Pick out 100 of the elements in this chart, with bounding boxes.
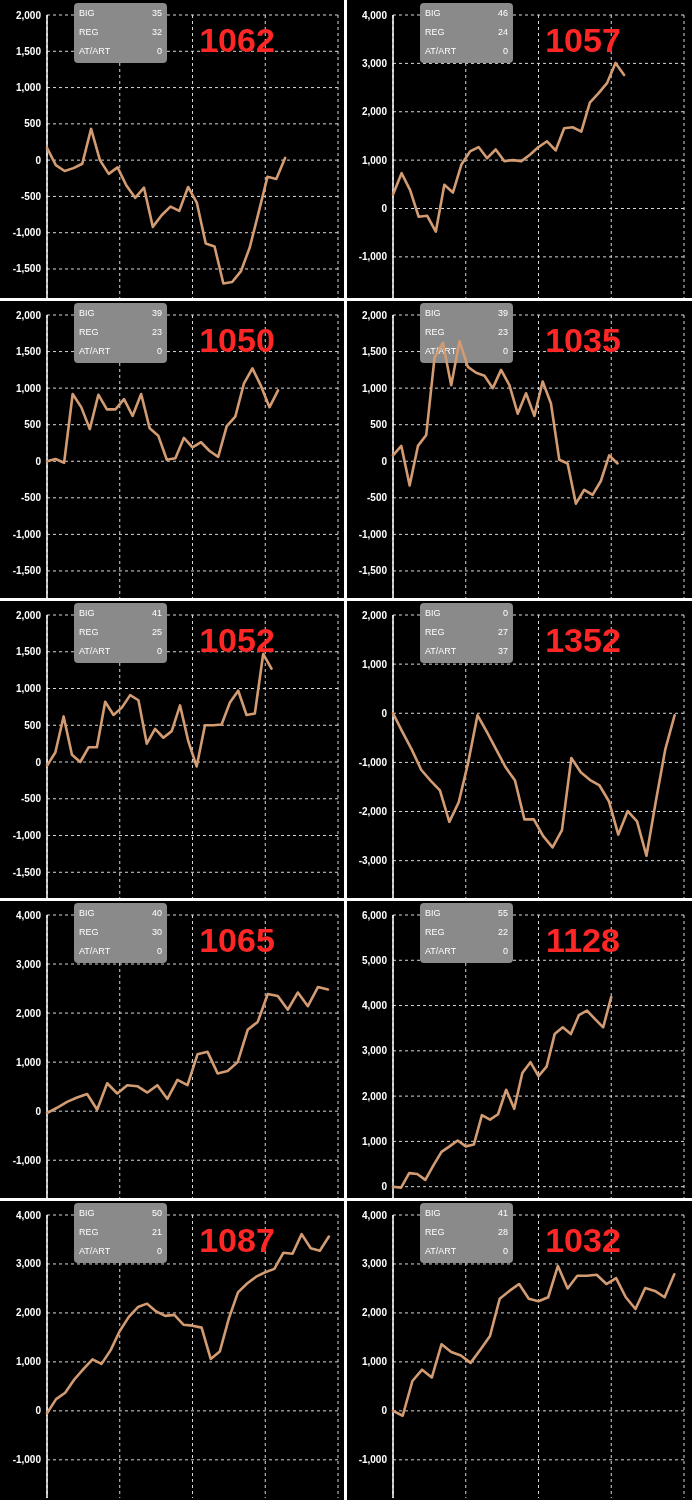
annotation: 23 xyxy=(151,327,162,337)
annotation: 28 xyxy=(497,1227,508,1237)
y-tick-label: 2,000 xyxy=(15,309,42,321)
y-tick-label: 1,500 xyxy=(15,346,42,358)
annotation: REG xyxy=(79,927,99,937)
annotation: 32 xyxy=(151,27,162,37)
annotation: 46 xyxy=(497,8,508,18)
y-tick-label: 2,000 xyxy=(15,1007,42,1019)
chart-title: 1087 xyxy=(199,1221,275,1259)
y-tick-label: 3,000 xyxy=(361,1258,388,1270)
annotation: REG xyxy=(79,327,99,337)
y-tick-label: -1,500 xyxy=(12,263,42,275)
annotation: REG xyxy=(425,627,445,637)
y-tick-label: 2,000 xyxy=(361,1090,388,1102)
line-series xyxy=(45,367,280,465)
annotation: BIG xyxy=(425,908,441,918)
annotation: AT/ART xyxy=(425,1246,457,1256)
y-tick-label: 4,000 xyxy=(361,1209,388,1221)
annotation: 39 xyxy=(497,308,508,318)
y-tick-label: 3,000 xyxy=(361,57,388,69)
y-tick-label: -500 xyxy=(366,492,388,504)
annotation: REG xyxy=(79,627,99,637)
y-tick-label: 2,000 xyxy=(15,609,42,621)
y-tick-label: 0 xyxy=(35,154,42,166)
y-tick-label: -1,000 xyxy=(358,1454,388,1466)
annotation: 22 xyxy=(497,927,508,937)
chart-title: 1035 xyxy=(545,321,621,359)
annotation: AT/ART xyxy=(425,946,457,956)
annotation: BIG xyxy=(79,1208,95,1218)
chart-title: 1352 xyxy=(545,621,621,659)
annotation: BIG xyxy=(79,908,95,918)
annotation: 37 xyxy=(497,646,508,656)
annotation: BIG xyxy=(425,1208,441,1218)
y-tick-label: 4,000 xyxy=(15,909,42,921)
line-series xyxy=(391,1264,676,1418)
annotation: BIG xyxy=(425,308,441,318)
y-tick-label: 1,000 xyxy=(361,382,388,394)
annotation: REG xyxy=(425,27,445,37)
y-tick-label: 1,500 xyxy=(15,646,42,658)
y-tick-label: 0 xyxy=(381,707,388,719)
y-tick-label: 2,000 xyxy=(361,309,388,321)
y-tick-label: 0 xyxy=(381,1405,388,1417)
y-tick-label: 4,000 xyxy=(15,1209,42,1221)
annotation: AT/ART xyxy=(79,1246,111,1256)
y-tick-label: 2,000 xyxy=(15,1307,42,1319)
y-tick-label: 2,000 xyxy=(361,609,388,621)
line-series xyxy=(45,985,330,1115)
line-series xyxy=(45,127,287,285)
y-tick-label: 3,000 xyxy=(15,1258,42,1270)
annotation: 25 xyxy=(151,627,162,637)
y-tick-label: -1,000 xyxy=(12,528,42,540)
annotation: BIG xyxy=(79,8,95,18)
y-tick-label: -1,000 xyxy=(12,830,42,842)
y-tick-label: 3,000 xyxy=(15,958,42,970)
y-tick-label: -1,000 xyxy=(12,227,42,239)
y-tick-label: 4,000 xyxy=(361,9,388,21)
y-tick-label: 0 xyxy=(381,203,388,214)
y-tick-label: 3,000 xyxy=(361,1045,388,1057)
chart-title: 1057 xyxy=(545,21,621,59)
annotation: 0 xyxy=(156,346,162,356)
chart-title: 1065 xyxy=(199,921,275,959)
y-tick-label: -1,500 xyxy=(12,565,42,577)
y-tick-label: 6,000 xyxy=(361,909,388,921)
annotation: REG xyxy=(425,927,445,937)
y-tick-label: 1,500 xyxy=(15,45,42,57)
line-series xyxy=(391,711,676,858)
y-tick-label: 1,000 xyxy=(15,1356,42,1368)
annotation: REG xyxy=(79,27,99,37)
annotation: 0 xyxy=(156,646,162,656)
y-tick-label: -500 xyxy=(20,492,42,504)
chart-title: 1062 xyxy=(199,21,275,59)
y-tick-label: 500 xyxy=(24,419,42,431)
y-tick-label: -1,000 xyxy=(12,1454,42,1466)
line-series xyxy=(391,995,613,1189)
y-tick-label: -1,500 xyxy=(12,866,42,878)
chart-title: 1050 xyxy=(199,321,275,359)
y-tick-label: 500 xyxy=(24,719,42,731)
y-tick-label: -1,000 xyxy=(358,251,388,263)
annotation: 27 xyxy=(497,627,508,637)
annotation: REG xyxy=(79,1227,99,1237)
y-tick-label: 1,000 xyxy=(361,1356,388,1368)
y-tick-label: 0 xyxy=(35,1105,42,1117)
annotation: AT/ART xyxy=(79,346,111,356)
annotation: 55 xyxy=(497,908,508,918)
y-tick-label: 0 xyxy=(381,455,388,467)
annotation: AT/ART xyxy=(79,46,111,56)
line-series xyxy=(45,652,273,768)
y-tick-label: 1,000 xyxy=(15,82,42,94)
annotation: AT/ART xyxy=(79,946,111,956)
annotation: 0 xyxy=(156,946,162,956)
y-tick-label: -1,000 xyxy=(358,756,388,768)
annotation: REG xyxy=(425,1227,445,1237)
annotation: 0 xyxy=(502,608,508,618)
y-tick-label: 500 xyxy=(24,118,42,130)
y-tick-label: 1,000 xyxy=(361,154,388,166)
annotation: 21 xyxy=(151,1227,162,1237)
chart-title: 1128 xyxy=(546,921,620,959)
y-tick-label: 0 xyxy=(35,756,42,768)
y-tick-label: 1,000 xyxy=(15,382,42,394)
chart-title: 1032 xyxy=(545,1221,621,1259)
